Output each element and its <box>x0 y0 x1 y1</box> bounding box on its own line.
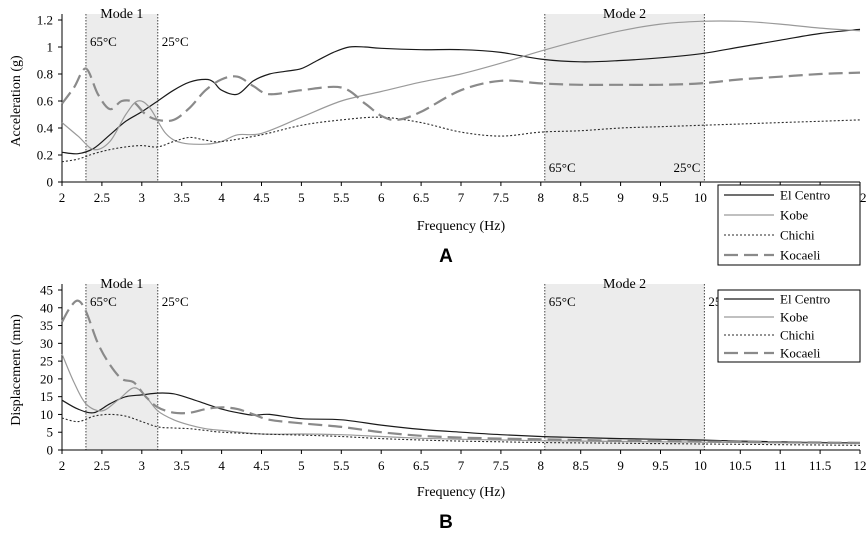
y-tick-label: 1 <box>47 40 54 55</box>
series-line-kocaeli <box>61 67 861 123</box>
temp-label-hot: 65°C <box>549 160 576 175</box>
mode-label: Mode 2 <box>603 7 646 22</box>
legend-entry: El Centro <box>780 188 830 203</box>
temp-label-cold: 25°C <box>162 294 189 309</box>
y-tick-label: 10 <box>40 407 53 422</box>
x-tick-label: 6 <box>378 458 385 473</box>
panel-a-acceleration-chart: Mode 1 65°C 25°C Mode 2 65°C 25°C 0 0.2 0.4 0.6 0.… <box>9 7 867 267</box>
x-tick-label: 6.5 <box>413 458 429 473</box>
x-tick-label: 10 <box>694 190 707 205</box>
y-tick-label: 0.6 <box>37 94 54 109</box>
legend-box <box>717 289 861 363</box>
mode-band-2 <box>544 14 705 182</box>
x-tick-label: 8 <box>538 190 545 205</box>
y-tick-label: 35 <box>40 318 53 333</box>
y-tick-label: 0.8 <box>37 67 53 82</box>
panel-letter: A <box>439 246 453 267</box>
x-tick-label: 2.5 <box>94 190 110 205</box>
x-axis-label: Frequency (Hz) <box>417 219 506 234</box>
series-line-kocaeli <box>61 299 861 444</box>
x-tick-label: 12 <box>854 458 867 473</box>
x-tick-label: 9 <box>617 190 624 205</box>
x-axis-label: Frequency (Hz) <box>417 485 506 500</box>
legend: El Centro Kobe Chichi Kocaeli <box>717 289 861 363</box>
legend-entry: Kocaeli <box>780 346 821 361</box>
y-tick-label: 0.2 <box>37 148 53 163</box>
temp-label-cold: 25°C <box>674 160 701 175</box>
x-tick-label: 11.5 <box>809 458 831 473</box>
y-tick-label: 0 <box>47 175 54 190</box>
x-tick-label: 10 <box>694 458 707 473</box>
y-tick-label: 5 <box>47 425 54 440</box>
mode-band-2 <box>544 284 705 450</box>
temp-label-hot: 65°C <box>549 294 576 309</box>
series-line-el-centro <box>61 392 861 444</box>
x-tick-label: 6.5 <box>413 190 429 205</box>
y-tick-label: 20 <box>40 371 53 386</box>
x-tick-label: 9 <box>617 458 624 473</box>
panel-letter: B <box>439 512 453 533</box>
x-tick-label: 2 <box>59 190 66 205</box>
y-tick-label: 15 <box>40 389 53 404</box>
x-tick-label: 4 <box>218 458 225 473</box>
temp-label-cold: 25°C <box>162 34 189 49</box>
legend-entry: Chichi <box>780 228 815 243</box>
x-tick-label: 3 <box>139 190 146 205</box>
legend-entry: El Centro <box>780 292 830 307</box>
legend-entry: Chichi <box>780 328 815 343</box>
x-tick-label: 7 <box>458 190 465 205</box>
y-tick-label: 45 <box>40 283 53 298</box>
series-line-el-centro <box>61 28 861 155</box>
mode-label: Mode 1 <box>100 7 143 22</box>
x-tick-label: 3 <box>139 458 146 473</box>
legend-box <box>717 184 861 266</box>
x-tick-label: 3.5 <box>174 190 190 205</box>
x-tick-label: 6 <box>378 190 385 205</box>
x-tick-label: 9.5 <box>652 458 668 473</box>
x-tick-label: 7 <box>458 458 465 473</box>
temp-label-hot: 65°C <box>90 34 117 49</box>
x-tick-label: 8.5 <box>573 190 589 205</box>
temp-label-hot: 65°C <box>90 294 117 309</box>
y-tick-label: 0.4 <box>37 121 54 136</box>
x-tick-label: 11 <box>774 458 787 473</box>
x-tick-label: 7.5 <box>493 190 509 205</box>
legend-entry: Kocaeli <box>780 248 821 263</box>
x-tick-label: 10.5 <box>729 458 752 473</box>
y-tick-label: 25 <box>40 354 53 369</box>
y-tick-label: 30 <box>40 336 53 351</box>
x-tick-label: 5 <box>298 190 305 205</box>
mode-label: Mode 2 <box>603 277 646 292</box>
y-tick-label: 0 <box>47 443 54 458</box>
mode-band-1 <box>85 284 158 450</box>
x-tick-label: 5.5 <box>333 190 349 205</box>
x-tick-label: 4.5 <box>253 458 269 473</box>
legend-entry: Kobe <box>780 310 808 325</box>
y-axis-label: Displacement (mm) <box>9 314 24 426</box>
mode-label: Mode 1 <box>100 277 143 292</box>
series-line-kobe <box>61 353 861 445</box>
legend-entry: Kobe <box>780 208 808 223</box>
x-tick-label: 5.5 <box>333 458 349 473</box>
x-tick-label: 7.5 <box>493 458 509 473</box>
x-tick-label: 4.5 <box>253 190 269 205</box>
x-tick-label: 5 <box>298 458 305 473</box>
x-tick-label: 8 <box>538 458 545 473</box>
x-tick-label: 2 <box>59 458 66 473</box>
legend: El Centro Kobe Chichi Kocaeli <box>717 184 861 266</box>
series-line-chichi <box>61 116 861 163</box>
y-axis-label: Acceleration (g) <box>9 55 24 147</box>
x-tick-label: 2.5 <box>94 458 110 473</box>
series-line-kobe <box>61 20 861 151</box>
y-tick-label: 40 <box>40 300 53 315</box>
x-tick-label: 9.5 <box>652 190 668 205</box>
y-tick-label: 1.2 <box>37 13 53 28</box>
x-tick-label: 8.5 <box>573 458 589 473</box>
x-tick-label: 4 <box>218 190 225 205</box>
x-tick-label: 3.5 <box>174 458 190 473</box>
mode-band-1 <box>85 14 158 182</box>
